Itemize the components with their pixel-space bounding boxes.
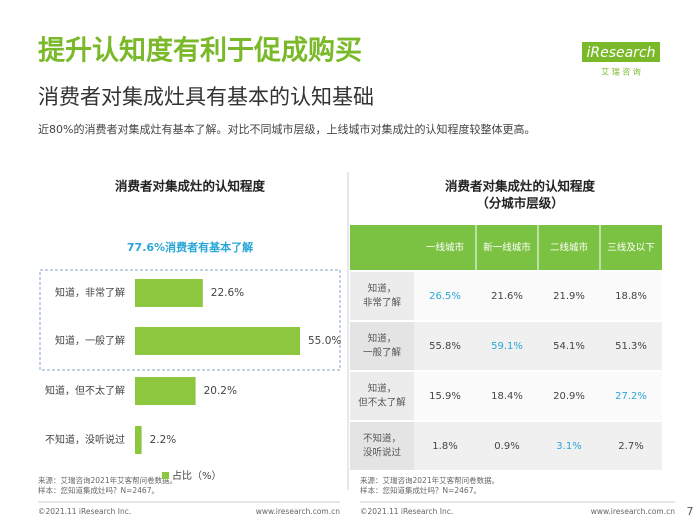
- chart-title: 消费者对集成灶的认知程度: [115, 179, 266, 194]
- row-label-bg: [350, 422, 414, 470]
- table-title: 消费者对集成灶的认知程度: [445, 179, 596, 194]
- category-label: 不知道，没听说过: [45, 433, 125, 446]
- value-label: 22.6%: [211, 287, 244, 299]
- bar: [135, 426, 142, 454]
- legend-label: 占比（%）: [172, 469, 222, 482]
- cell-value: 51.3%: [615, 341, 647, 352]
- description: 近80%的消费者对集成灶有基本了解。对比不同城市层级，上线城市对集成灶的认知程度…: [38, 122, 535, 136]
- cell-value: 55.8%: [429, 341, 461, 352]
- row-label-bg: [350, 322, 414, 370]
- row-label-bg: [350, 372, 414, 420]
- cell-value: 21.6%: [491, 291, 523, 302]
- row-label: 知道，: [368, 283, 397, 295]
- logo: iResearch: [586, 45, 655, 61]
- source: 样本：您知道集成灶吗？N=2467。: [360, 485, 481, 495]
- row-label-bg: [350, 272, 414, 320]
- row-label: 不知道，: [363, 433, 401, 445]
- value-label: 55.0%: [308, 335, 341, 347]
- slide-subtitle: 消费者对集成灶具有基本的认知基础: [38, 85, 374, 109]
- column-header: 二线城市: [550, 242, 589, 254]
- row-label: 知道，: [368, 333, 397, 345]
- column-header: 一线城市: [426, 242, 465, 254]
- category-label: 知道，但不太了解: [45, 384, 125, 397]
- category-label: 知道，非常了解: [55, 286, 125, 299]
- slide-title: 提升认知度有利于促成购买: [38, 35, 362, 67]
- page-number: 7: [687, 505, 694, 518]
- value-label: 2.2%: [150, 434, 177, 446]
- url: www.iresearch.com.cn: [591, 507, 676, 516]
- copyright: ©2021.11 iResearch Inc.: [360, 507, 453, 516]
- row-label: 知道，: [368, 383, 397, 395]
- cell-value: 0.9%: [494, 441, 519, 452]
- row-label: 非常了解: [363, 297, 402, 309]
- row-label: 一般了解: [363, 347, 402, 359]
- column-header: 三线及以下: [607, 242, 655, 254]
- url: www.iresearch.com.cn: [256, 507, 341, 516]
- bar: [135, 377, 196, 405]
- source: 来源：艾瑞咨询2021年艾客帮问卷数据。: [360, 475, 499, 485]
- value-label: 20.2%: [204, 385, 237, 397]
- source: 样本：您知道集成灶吗？N=2467。: [38, 485, 159, 495]
- cell-value: 26.5%: [429, 291, 461, 302]
- logo-box: [582, 42, 660, 62]
- cell-value: 20.9%: [553, 391, 585, 402]
- cell-value: 18.4%: [491, 391, 523, 402]
- cell-value: 1.8%: [432, 441, 457, 452]
- cell-value: 54.1%: [553, 341, 585, 352]
- cell-value: 3.1%: [556, 441, 581, 452]
- bar: [135, 327, 300, 355]
- source: 来源：艾瑞咨询2021年艾客帮问卷数据。: [38, 475, 177, 485]
- annotation: 77.6%消费者有基本了解: [127, 240, 253, 254]
- table-title: （分城市层级）: [476, 196, 564, 211]
- row-label: 但不太了解: [358, 397, 406, 409]
- bar: [135, 279, 203, 307]
- cell-value: 21.9%: [553, 291, 585, 302]
- cell-value: 18.8%: [615, 291, 647, 302]
- copyright: ©2021.11 iResearch Inc.: [38, 507, 131, 516]
- logo-cn: 艾 瑞 咨 询: [601, 67, 641, 77]
- table-header: [350, 225, 662, 270]
- row-label: 没听说过: [363, 447, 402, 459]
- legend-swatch: [162, 472, 169, 479]
- cell-value: 15.9%: [429, 391, 461, 402]
- category-label: 知道，一般了解: [55, 334, 125, 347]
- highlight-box: [39, 269, 341, 371]
- cell-value: 59.1%: [491, 341, 523, 352]
- column-header: 新一线城市: [483, 242, 531, 254]
- cell-value: 2.7%: [618, 441, 643, 452]
- cell-value: 27.2%: [615, 391, 647, 402]
